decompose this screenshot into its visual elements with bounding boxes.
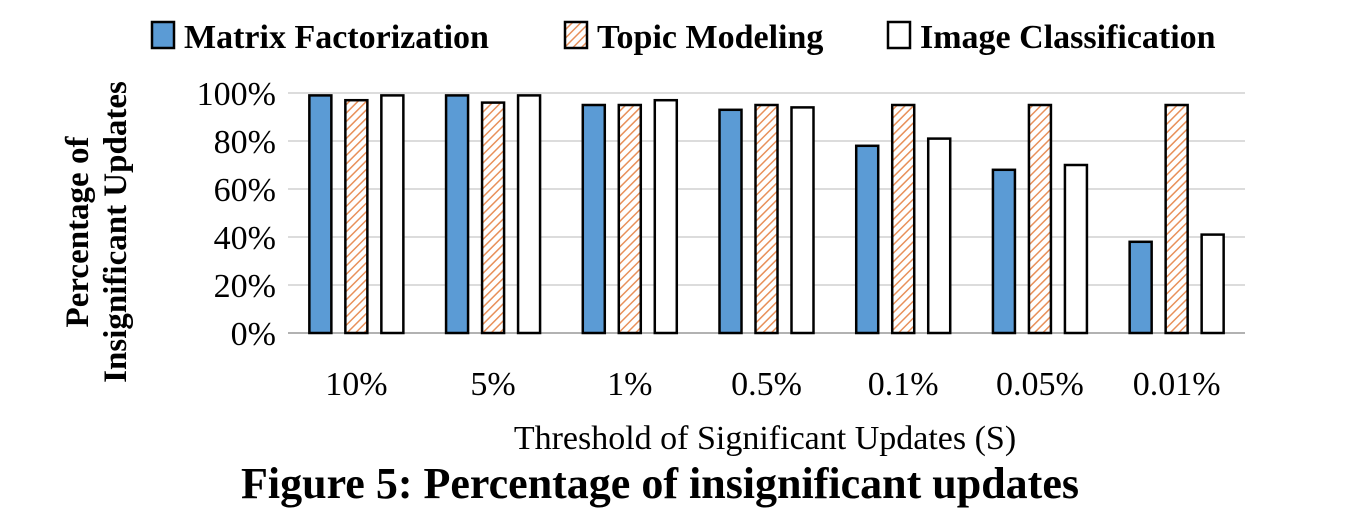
bar: [444, 94, 470, 335]
y-tick-label: 0%: [231, 316, 276, 353]
bar: [1063, 163, 1089, 335]
x-tick-label: 0.5%: [731, 366, 802, 403]
bar: [790, 106, 815, 335]
y-tick-label: 20%: [214, 268, 276, 305]
legend-swatch: [150, 20, 176, 50]
bar: [854, 144, 880, 335]
bar: [1164, 103, 1189, 335]
bars: [308, 94, 1225, 335]
y-tick-labels: 0% 20% 40% 60% 80% 100%: [197, 76, 276, 353]
figure-caption: Figure 5: Percentage of insignificant up…: [241, 459, 1079, 508]
bar: [617, 103, 643, 335]
legend-swatch: [563, 20, 589, 50]
bar: [581, 103, 607, 335]
legend-swatch: [886, 20, 912, 50]
x-tick-label: 1%: [607, 366, 652, 403]
y-axis-label-line-1: Percentage of: [60, 136, 96, 328]
legend-label: Matrix Factorization: [184, 19, 489, 56]
bar: [1027, 103, 1053, 335]
y-axis-label-line-2: Insignificant Updates: [98, 81, 134, 383]
bar: [926, 137, 952, 335]
bar: [991, 168, 1017, 335]
bar: [653, 98, 679, 335]
y-tick-label: 100%: [197, 76, 276, 113]
legend-label: Image Classification: [920, 19, 1216, 56]
x-tick-labels: 10% 5% 1% 0.5% 0.1% 0.05% 0.01%: [325, 366, 1220, 403]
x-tick-label: 10%: [325, 366, 387, 403]
legend-label: Topic Modeling: [597, 19, 823, 56]
bar: [344, 98, 369, 335]
x-tick-label: 5%: [470, 366, 515, 403]
bar: [1128, 240, 1153, 335]
y-tick-label: 40%: [214, 220, 276, 257]
x-tick-label: 0.1%: [868, 366, 939, 403]
bar: [480, 101, 506, 335]
bar: [1200, 233, 1225, 335]
bar: [754, 103, 779, 335]
bar: [516, 94, 542, 335]
x-axis-label: Threshold of Significant Updates (S): [514, 420, 1016, 457]
y-tick-label: 60%: [214, 172, 276, 209]
bar: [308, 94, 333, 335]
legend: Matrix Factorization Topic Modeling Image …: [150, 19, 1216, 56]
bar: [718, 108, 743, 335]
x-tick-label: 0.01%: [1133, 366, 1221, 403]
y-axis-label: Percentage of Insignificant Updates: [60, 81, 134, 383]
y-tick-label: 80%: [214, 124, 276, 161]
x-tick-label: 0.05%: [996, 366, 1084, 403]
bar: [380, 94, 405, 335]
bar: [890, 103, 916, 335]
